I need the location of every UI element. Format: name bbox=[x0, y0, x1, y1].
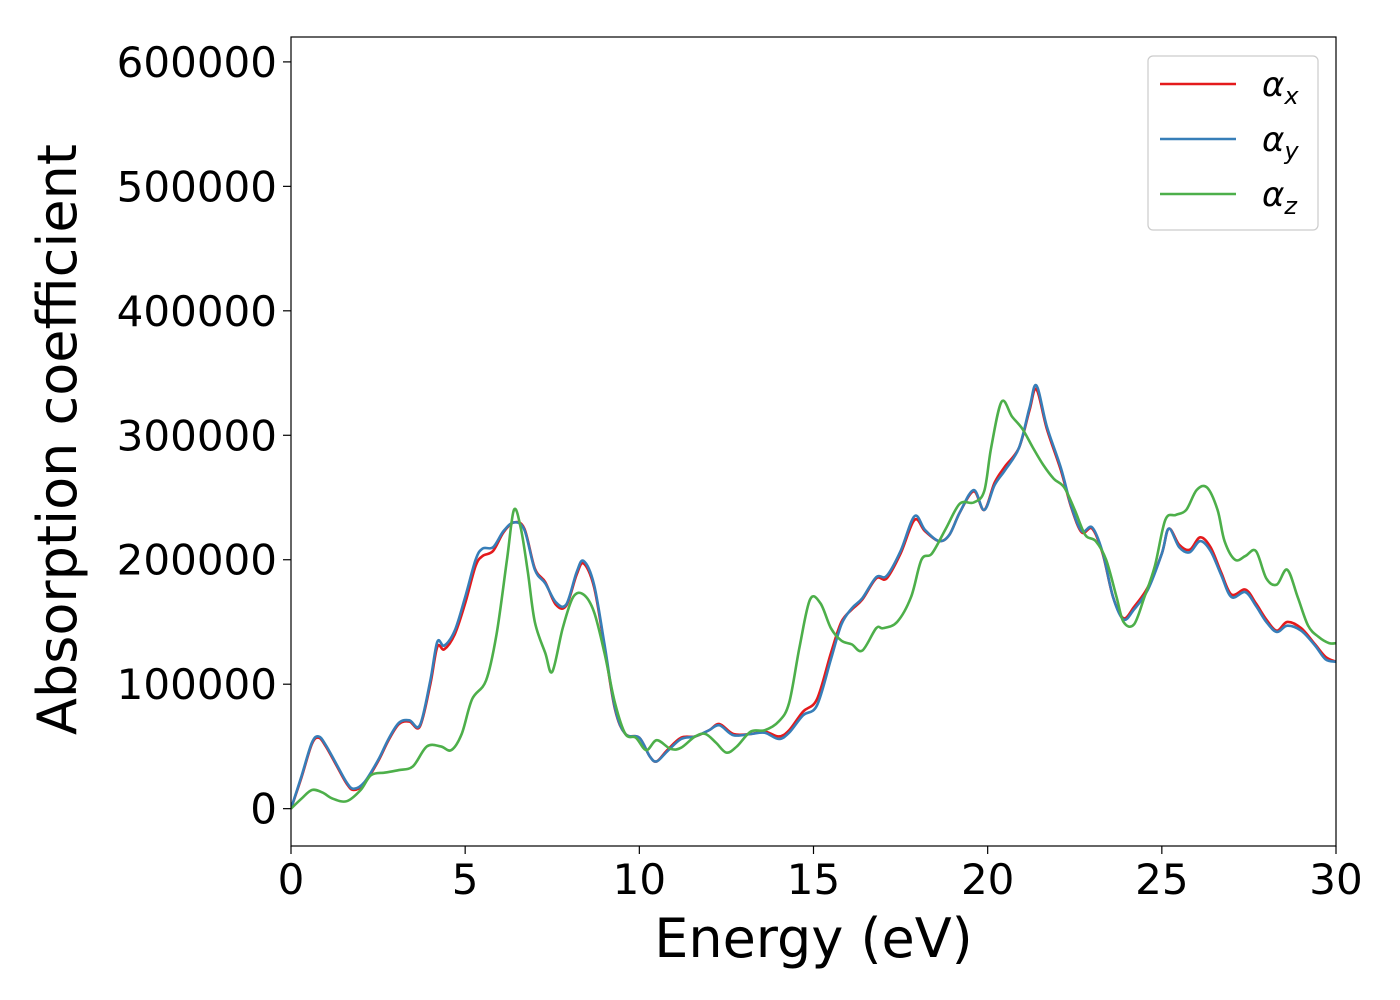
y-axis-ticks: 0 100000 200000 300000 400000 500000 600000 bbox=[117, 38, 291, 834]
legend-box bbox=[1147, 55, 1319, 231]
legend-label-z: αz bbox=[1262, 175, 1298, 220]
x-axis-title: Energy (eV) bbox=[654, 907, 973, 970]
legend-label-x: αx bbox=[1262, 65, 1299, 110]
y-tick-label: 400000 bbox=[117, 287, 277, 336]
legend: αx αy αz bbox=[1147, 55, 1319, 231]
series-line-y bbox=[291, 383, 1336, 810]
y-tick-label: 100000 bbox=[117, 660, 277, 709]
y-tick-label: 300000 bbox=[117, 411, 277, 460]
y-axis-title: Absorption coefficient bbox=[26, 144, 89, 735]
legend-label-y: αy bbox=[1262, 120, 1299, 165]
series-line-z bbox=[291, 399, 1336, 810]
x-tick-label: 5 bbox=[452, 855, 479, 904]
x-tick-label: 25 bbox=[1135, 855, 1188, 904]
y-tick-label: 600000 bbox=[117, 38, 277, 87]
x-tick-label: 0 bbox=[278, 855, 305, 904]
x-tick-label: 10 bbox=[613, 855, 666, 904]
x-axis-ticks: 0 5 10 15 20 25 30 bbox=[278, 846, 1363, 904]
y-tick-label: 200000 bbox=[117, 536, 277, 585]
y-tick-label: 500000 bbox=[117, 162, 277, 211]
x-tick-label: 20 bbox=[961, 855, 1014, 904]
series-layer bbox=[291, 383, 1336, 810]
x-tick-label: 30 bbox=[1309, 855, 1362, 904]
x-tick-label: 15 bbox=[787, 855, 840, 904]
y-tick-label: 0 bbox=[250, 785, 277, 834]
